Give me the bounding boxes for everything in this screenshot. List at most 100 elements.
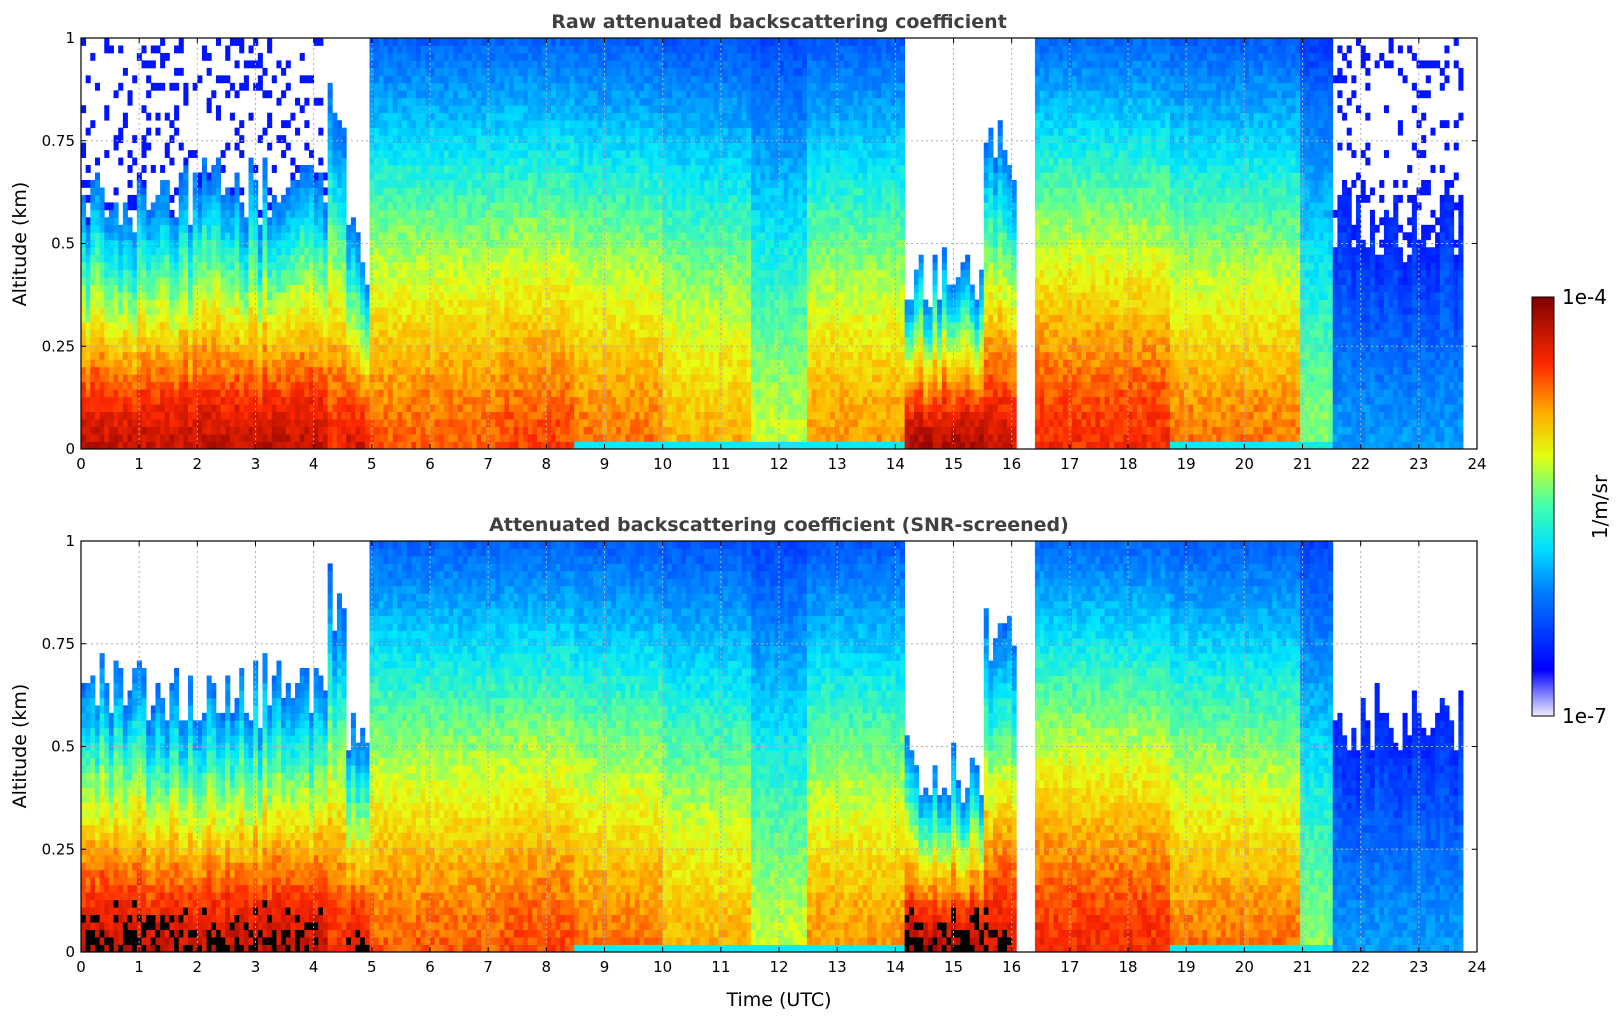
heatmap-cell: [509, 165, 515, 173]
heatmap-cell: [290, 336, 296, 345]
heatmap-cell: [313, 359, 319, 368]
heatmap-cell: [588, 359, 594, 368]
heatmap-cell: [327, 284, 333, 293]
heatmap-cell: [462, 247, 468, 256]
heatmap-cell: [439, 217, 445, 226]
heatmap-cell: [420, 38, 426, 46]
heatmap-cell: [406, 389, 412, 398]
heatmap-cell: [183, 179, 189, 188]
heatmap-cell: [169, 411, 175, 420]
heatmap-cell: [81, 284, 87, 293]
heatmap-cell: [215, 284, 221, 293]
heatmap-cell: [132, 307, 138, 315]
heatmap-cell: [346, 434, 352, 442]
heatmap-cell: [108, 419, 114, 427]
heatmap-cell: [188, 307, 194, 315]
heatmap-cell: [583, 127, 589, 136]
heatmap-cell: [402, 426, 408, 435]
heatmap-cell: [518, 284, 524, 293]
heatmap-cell: [383, 217, 389, 226]
heatmap-cell: [141, 336, 147, 345]
heatmap-cell: [127, 165, 133, 173]
heatmap-cell: [341, 224, 347, 233]
heatmap-cell: [388, 75, 394, 84]
heatmap-cell: [155, 247, 161, 256]
heatmap-cell: [309, 75, 315, 84]
heatmap-cell: [420, 90, 426, 99]
heatmap-cell: [267, 419, 273, 427]
heatmap-cell: [443, 441, 450, 450]
heatmap-cell: [490, 351, 496, 360]
heatmap-cell: [541, 411, 547, 420]
heatmap-cell: [504, 277, 510, 285]
heatmap-cell: [164, 284, 170, 293]
heatmap-cell: [169, 426, 175, 435]
heatmap-cell: [201, 359, 208, 368]
heatmap-cell: [481, 389, 487, 398]
heatmap-cell: [188, 314, 194, 323]
heatmap-cell: [416, 292, 422, 300]
heatmap-cell: [467, 411, 473, 420]
heatmap-cell: [430, 127, 436, 136]
heatmap-cell: [285, 419, 291, 427]
heatmap-cell: [295, 202, 301, 211]
heatmap-cell: [276, 277, 282, 285]
heatmap-cell: [439, 67, 445, 76]
heatmap-cell: [430, 351, 436, 360]
heatmap-cell: [285, 314, 291, 323]
heatmap-cell: [402, 194, 408, 203]
heatmap-cell: [299, 374, 305, 383]
heatmap-cell: [99, 321, 105, 330]
heatmap-cell: [439, 45, 445, 54]
heatmap-cell: [560, 321, 566, 330]
heatmap-cell: [355, 284, 361, 293]
heatmap-cell: [104, 434, 110, 442]
heatmap-cell: [416, 52, 422, 61]
heatmap-cell: [197, 314, 203, 323]
heatmap-cell: [295, 307, 301, 315]
heatmap-cell: [369, 381, 375, 390]
heatmap-cell: [322, 277, 329, 285]
heatmap-cell: [295, 359, 301, 368]
heatmap-cell: [430, 135, 436, 144]
heatmap-cell: [178, 329, 184, 338]
heatmap-cell: [457, 112, 463, 121]
heatmap-cell: [341, 344, 347, 353]
heatmap-cell: [532, 269, 538, 278]
heatmap-cell: [146, 209, 152, 218]
heatmap-cell: [85, 299, 91, 308]
heatmap-cell: [174, 381, 180, 390]
heatmap-cell: [290, 321, 296, 330]
heatmap-cell: [225, 284, 231, 293]
heatmap-cell: [141, 45, 147, 54]
heatmap-cell: [518, 52, 524, 61]
heatmap-cell: [518, 411, 524, 420]
heatmap-cell: [155, 202, 161, 211]
heatmap-cell: [99, 217, 105, 226]
heatmap-cell: [104, 321, 110, 330]
heatmap-cell: [564, 262, 570, 271]
heatmap-cell: [457, 262, 463, 271]
heatmap-cell: [402, 217, 408, 226]
heatmap-cell: [271, 194, 277, 203]
heatmap-cell: [146, 426, 152, 435]
heatmap-cell: [262, 284, 268, 293]
heatmap-cell: [523, 329, 529, 338]
heatmap-cell: [541, 82, 547, 91]
heatmap-cell: [295, 344, 301, 353]
heatmap-cell: [104, 247, 110, 256]
heatmap-cell: [378, 254, 384, 263]
heatmap-cell: [281, 396, 287, 405]
heatmap-cell: [281, 351, 287, 360]
heatmap-cell: [108, 411, 114, 420]
heatmap-cell: [416, 179, 422, 188]
heatmap-cell: [541, 209, 547, 218]
heatmap-cell: [99, 307, 105, 315]
heatmap-cell: [141, 277, 147, 285]
heatmap-cell: [402, 314, 408, 323]
heatmap-cell: [453, 90, 459, 99]
heatmap-cell: [537, 344, 543, 353]
heatmap-cell: [434, 97, 440, 106]
heatmap-cell: [378, 165, 384, 173]
heatmap-cell: [523, 314, 529, 323]
